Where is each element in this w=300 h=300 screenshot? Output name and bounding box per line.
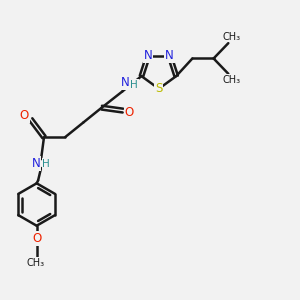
Text: N: N xyxy=(32,157,40,170)
Text: O: O xyxy=(32,232,41,244)
Text: CH₃: CH₃ xyxy=(222,32,240,42)
Text: O: O xyxy=(20,110,29,122)
Text: CH₃: CH₃ xyxy=(222,75,240,85)
Text: CH₃: CH₃ xyxy=(26,257,44,268)
Text: H: H xyxy=(130,80,138,90)
Text: N: N xyxy=(165,49,174,62)
Text: H: H xyxy=(43,159,50,169)
Text: N: N xyxy=(144,49,152,62)
Text: S: S xyxy=(155,82,163,95)
Text: N: N xyxy=(121,76,130,89)
Text: O: O xyxy=(125,106,134,118)
